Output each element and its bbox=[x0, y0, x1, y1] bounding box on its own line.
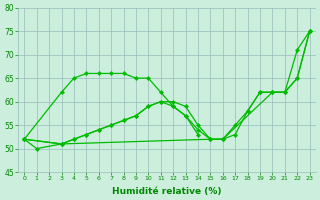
X-axis label: Humidité relative (%): Humidité relative (%) bbox=[112, 187, 222, 196]
